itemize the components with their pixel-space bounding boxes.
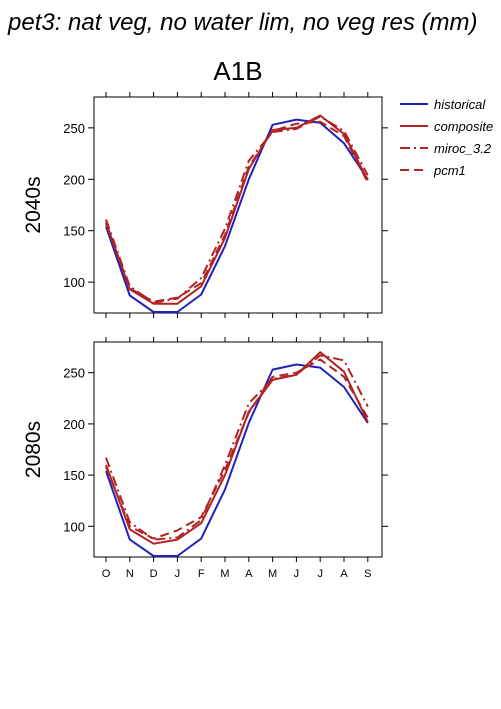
x-tick-label: M: [220, 568, 229, 580]
x-tick-label: J: [317, 568, 323, 580]
series-line-miroc_3.2: [105, 115, 369, 304]
chart-title: pet3: nat veg, no water lim, no veg res …: [7, 9, 478, 36]
y-tick-label: 200: [63, 417, 85, 432]
x-tick-label: N: [126, 568, 134, 580]
y-tick-label: 250: [63, 121, 85, 136]
series-line-historical: [105, 118, 369, 313]
x-tick-label: A: [245, 568, 253, 580]
panel-frame: [93, 96, 383, 314]
y-tick-label: 250: [63, 366, 85, 381]
series-line-pcm1: [105, 358, 369, 540]
panel-2040s: 100 150 200 250 2040s: [22, 92, 388, 318]
x-tick-label: S: [364, 568, 371, 580]
row-label: 2080s: [22, 421, 45, 478]
x-tick-label: M: [268, 568, 277, 580]
series-line-pcm1: [105, 120, 369, 303]
legend-label: historical: [434, 97, 486, 112]
series-line-composite: [105, 114, 369, 305]
scenario-label: A1B: [213, 56, 262, 86]
panel-2080s: 100 150 200 250 O N D J F M A M J J A S 2080s: [22, 337, 388, 580]
y-tick-label: 150: [63, 468, 85, 483]
y-tick-label: 200: [63, 172, 85, 187]
series-line-composite: [105, 351, 369, 545]
y-tick-label: 100: [63, 275, 85, 290]
y-tick-label: 150: [63, 224, 85, 239]
x-tick-label: F: [198, 568, 205, 580]
x-tick-label: J: [294, 568, 300, 580]
x-tick-label: D: [150, 568, 158, 580]
row-label: 2040s: [22, 176, 45, 233]
panels: 100 150 200 250 2040s 100 150 200 250 O N D J F M A M J J A…: [22, 92, 388, 580]
y-tick-label: 100: [63, 519, 85, 534]
legend-label: pcm1: [433, 163, 466, 178]
legend-label: miroc_3.2: [434, 141, 492, 156]
legend-label: composite: [434, 119, 493, 134]
series-line-miroc_3.2: [105, 354, 369, 541]
series-line-historical: [105, 363, 369, 557]
legend: historical composite miroc_3.2 pcm1: [400, 97, 493, 178]
x-tick-label: O: [102, 568, 111, 580]
panel-frame: [93, 341, 383, 558]
x-tick-label: J: [175, 568, 181, 580]
x-tick-label: A: [340, 568, 348, 580]
